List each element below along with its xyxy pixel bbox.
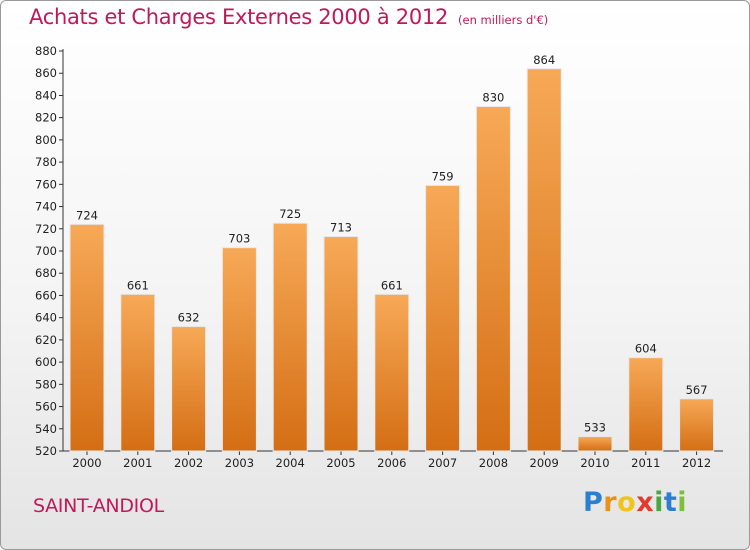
bar-value-label: 759	[432, 169, 454, 183]
bar-value-label: 661	[127, 278, 149, 292]
y-tick-label: 640	[35, 311, 57, 325]
value-labels: 724 2000 661 2001 632 2002 703 2003 725 2004 713 20…	[72, 53, 711, 470]
y-tick-label: 840	[35, 88, 57, 102]
bar	[475, 106, 511, 452]
bar-value-label: 567	[686, 383, 708, 397]
y-tick-label: 800	[35, 133, 57, 147]
chart-subtitle: (en milliers d'€)	[458, 13, 549, 27]
logo-letter: o	[617, 487, 637, 518]
logo-letter: x	[636, 487, 655, 518]
logo-letter: i	[654, 487, 664, 518]
logo-letter: i	[677, 487, 688, 518]
x-tick-label: 2005	[326, 456, 355, 470]
y-tick-label: 620	[35, 333, 57, 347]
bar	[679, 398, 715, 452]
y-tick-label: 660	[35, 288, 57, 302]
x-tick-label: 2009	[530, 456, 559, 470]
bar-value-label: 830	[482, 91, 504, 105]
bar	[69, 223, 105, 452]
bar	[577, 436, 613, 452]
bar-value-label: 533	[584, 421, 606, 435]
x-tick-label: 2006	[377, 456, 406, 470]
x-tick-label: 2003	[225, 456, 254, 470]
bar-value-label: 724	[76, 208, 98, 222]
y-tick-label: 580	[35, 377, 57, 391]
x-tick-label: 2004	[276, 456, 305, 470]
y-tick-label: 860	[35, 66, 57, 80]
commune-name: SAINT-ANDIOL	[33, 495, 164, 517]
chart-title-text: Achats et Charges Externes 2000 à 2012	[29, 5, 449, 29]
bar-value-label: 604	[635, 342, 657, 356]
proxiti-logo[interactable]: Proxiti	[583, 487, 687, 518]
x-tick-label: 2011	[631, 456, 660, 470]
logo-letter: r	[603, 487, 618, 518]
y-tick-label: 760	[35, 177, 57, 191]
bar	[526, 68, 562, 452]
y-tick-label: 720	[35, 222, 57, 236]
bar	[120, 293, 156, 452]
bar	[425, 184, 461, 452]
x-tick-label: 2001	[123, 456, 152, 470]
logo-letter: t	[663, 487, 678, 518]
x-tick-label: 2007	[428, 456, 457, 470]
bar-value-label: 725	[279, 207, 301, 221]
y-tick-label: 780	[35, 155, 57, 169]
bar-value-label: 713	[330, 221, 352, 235]
x-tick-label: 2010	[580, 456, 609, 470]
y-tick-label: 740	[35, 200, 57, 214]
y-tick-label: 680	[35, 266, 57, 280]
y-tick-label: 820	[35, 111, 57, 125]
logo-letter: P	[583, 487, 604, 518]
bar-value-label: 661	[381, 278, 403, 292]
bar	[272, 222, 308, 452]
chart-title: Achats et Charges Externes 2000 à 2012 (e…	[29, 5, 548, 29]
y-tick-label: 700	[35, 244, 57, 258]
y-tick-label: 600	[35, 355, 57, 369]
bar	[323, 236, 359, 452]
x-tick-label: 2012	[682, 456, 711, 470]
x-tick-label: 2000	[72, 456, 101, 470]
axes: 520 540 560 580 600 620 640 660 680 700 720 740 760 7…	[35, 44, 723, 458]
bar	[171, 326, 207, 452]
x-tick-label: 2008	[479, 456, 508, 470]
bars	[69, 68, 715, 452]
y-tick-label: 880	[35, 44, 57, 58]
x-tick-label: 2002	[174, 456, 203, 470]
y-tick-label: 560	[35, 400, 57, 414]
bar-value-label: 703	[228, 232, 250, 246]
bar	[628, 357, 664, 452]
bar-value-label: 864	[533, 53, 555, 67]
y-tick-label: 520	[35, 444, 57, 458]
bar	[374, 293, 410, 452]
bar-value-label: 632	[178, 311, 200, 325]
bar	[221, 247, 257, 452]
y-tick-label: 540	[35, 422, 57, 436]
